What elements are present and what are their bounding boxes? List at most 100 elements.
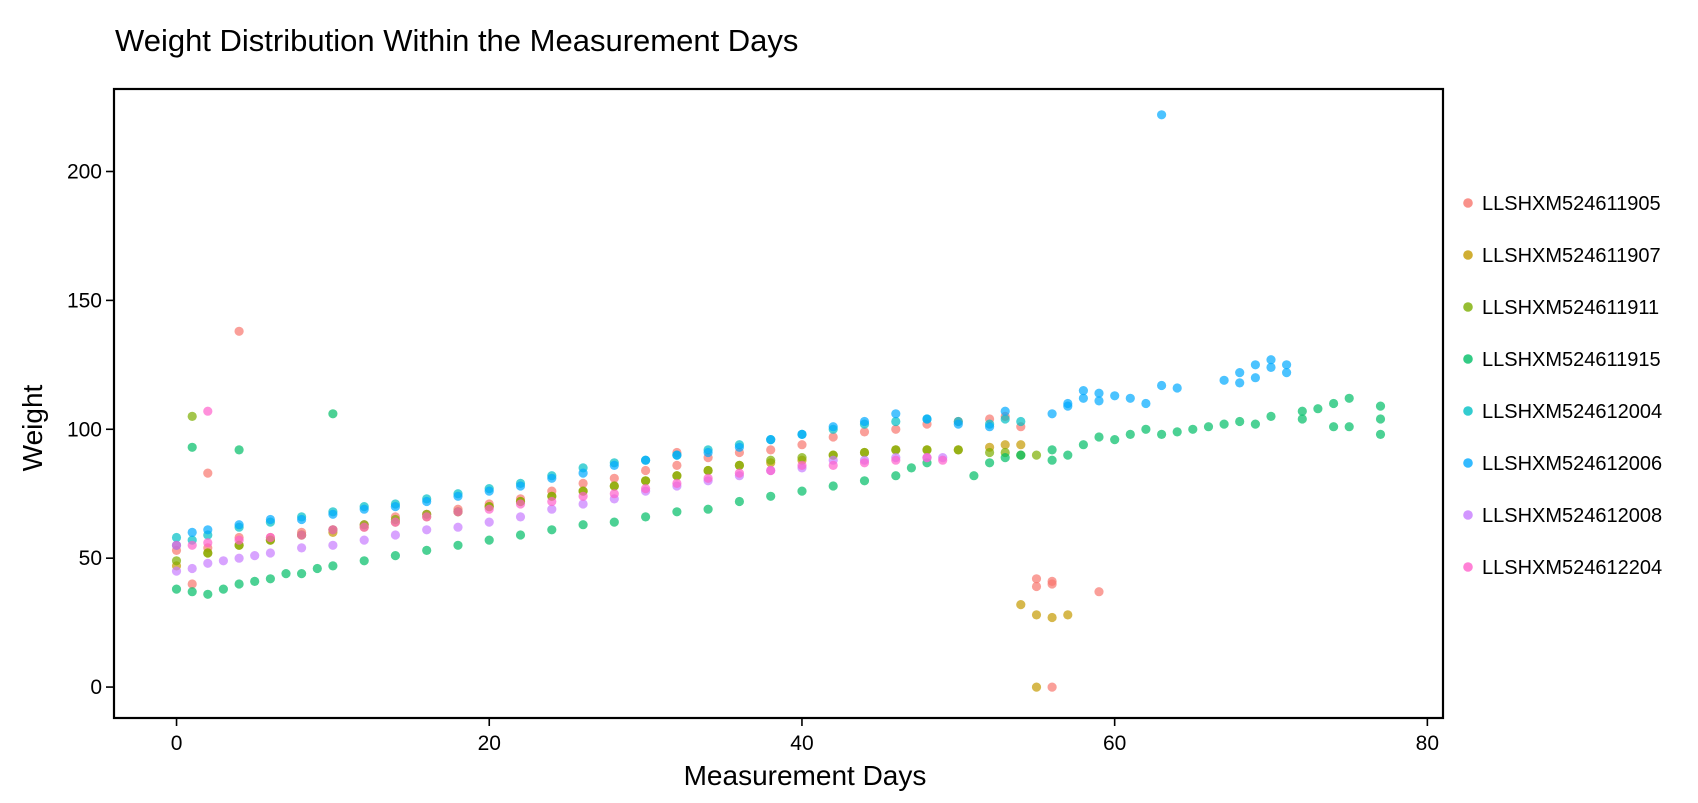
data-point (891, 424, 901, 434)
data-point (1000, 453, 1010, 463)
data-point (1047, 455, 1057, 465)
data-point (328, 409, 338, 419)
y-tick-label: 150 (67, 289, 102, 312)
data-point (938, 455, 948, 465)
data-point (734, 460, 745, 470)
data-point (1329, 398, 1339, 409)
data-point (1000, 406, 1010, 416)
data-point (1266, 355, 1276, 365)
data-point (359, 535, 369, 545)
data-point (953, 445, 963, 455)
y-tick-label: 50 (79, 547, 102, 570)
chart-title: Weight Distribution Within the Measureme… (115, 23, 798, 58)
legend-item: LLSHXM524611911 (1463, 297, 1659, 319)
legend-item: LLSHXM524611907 (1463, 245, 1661, 267)
data-point (1000, 440, 1010, 450)
x-tick-label: 20 (478, 732, 501, 755)
data-point (1235, 416, 1245, 427)
data-point (703, 465, 713, 476)
data-point (578, 491, 588, 501)
data-point (328, 525, 338, 535)
data-point (218, 556, 228, 566)
series-LLSHXM524611915 (171, 393, 1386, 599)
data-point (1219, 375, 1229, 385)
data-point (641, 484, 651, 494)
legend-item: LLSHXM524612006 (1463, 453, 1662, 475)
data-point (422, 545, 432, 556)
legend-label: LLSHXM524612204 (1482, 557, 1662, 579)
y-axis-ticks: 0 50 100 150 200 (67, 160, 114, 699)
data-point (1094, 432, 1104, 442)
data-point (891, 471, 901, 481)
legend-swatch (1463, 458, 1473, 468)
data-point (797, 440, 807, 450)
data-point (1157, 380, 1167, 391)
data-point (828, 460, 838, 470)
data-point (859, 447, 870, 458)
data-point (234, 553, 244, 563)
legend-item: LLSHXM524612004 (1463, 401, 1662, 423)
legend-label: LLSHXM524612008 (1482, 505, 1662, 527)
data-point (797, 486, 807, 496)
data-point (1125, 393, 1135, 403)
data-point (1031, 574, 1042, 584)
data-point (515, 499, 526, 509)
legend-item: LLSHXM524611915 (1463, 349, 1661, 371)
data-point (297, 514, 307, 525)
data-point (265, 574, 275, 584)
data-point (1141, 398, 1151, 409)
legend-item: LLSHXM524612204 (1463, 557, 1662, 579)
series-LLSHXM524612006 (171, 110, 1292, 550)
data-point (609, 517, 619, 527)
data-point (203, 406, 213, 416)
data-point (328, 561, 338, 571)
data-point (766, 491, 776, 501)
legend: LLSHXM524611905 LLSHXM524611907 LLSHXM5246… (1463, 193, 1662, 579)
series-LLSHXM524611911 (171, 411, 1042, 566)
legend-label: LLSHXM524612004 (1482, 401, 1662, 423)
data-point (187, 587, 197, 597)
data-point (891, 409, 901, 419)
data-point (1094, 388, 1104, 398)
data-point (359, 522, 369, 532)
data-point (1188, 424, 1198, 434)
data-point (1016, 600, 1026, 610)
y-axis-label: Weight (17, 384, 48, 471)
data-point (547, 525, 557, 535)
data-point (578, 520, 588, 530)
data-point (265, 548, 275, 558)
data-point (828, 422, 838, 432)
data-point (1031, 610, 1042, 620)
data-point (171, 584, 182, 594)
data-point (390, 551, 400, 561)
data-point (390, 502, 400, 512)
data-point (766, 455, 776, 465)
data-point (1329, 422, 1339, 432)
legend-swatch (1463, 302, 1473, 312)
y-tick-label: 0 (90, 676, 102, 699)
data-point (281, 569, 291, 579)
data-point (1344, 393, 1354, 403)
data-point (453, 522, 463, 532)
data-point (1313, 404, 1323, 414)
data-point (859, 476, 870, 486)
data-point (422, 512, 432, 522)
data-point (672, 471, 682, 481)
points-layer (171, 110, 1386, 692)
data-point (922, 445, 932, 455)
data-point (797, 453, 807, 463)
data-point (1047, 445, 1057, 455)
data-point (766, 465, 776, 476)
data-point (1282, 360, 1292, 370)
legend-label: LLSHXM524611915 (1482, 349, 1661, 371)
data-point (203, 558, 213, 568)
data-point (703, 473, 713, 483)
data-point (328, 540, 338, 550)
data-point (859, 458, 870, 468)
legend-swatch (1463, 510, 1473, 520)
data-point (484, 517, 494, 527)
x-axis-label: Measurement Days (684, 760, 927, 791)
data-point (641, 512, 651, 522)
data-point (609, 489, 619, 499)
data-point (171, 556, 182, 566)
